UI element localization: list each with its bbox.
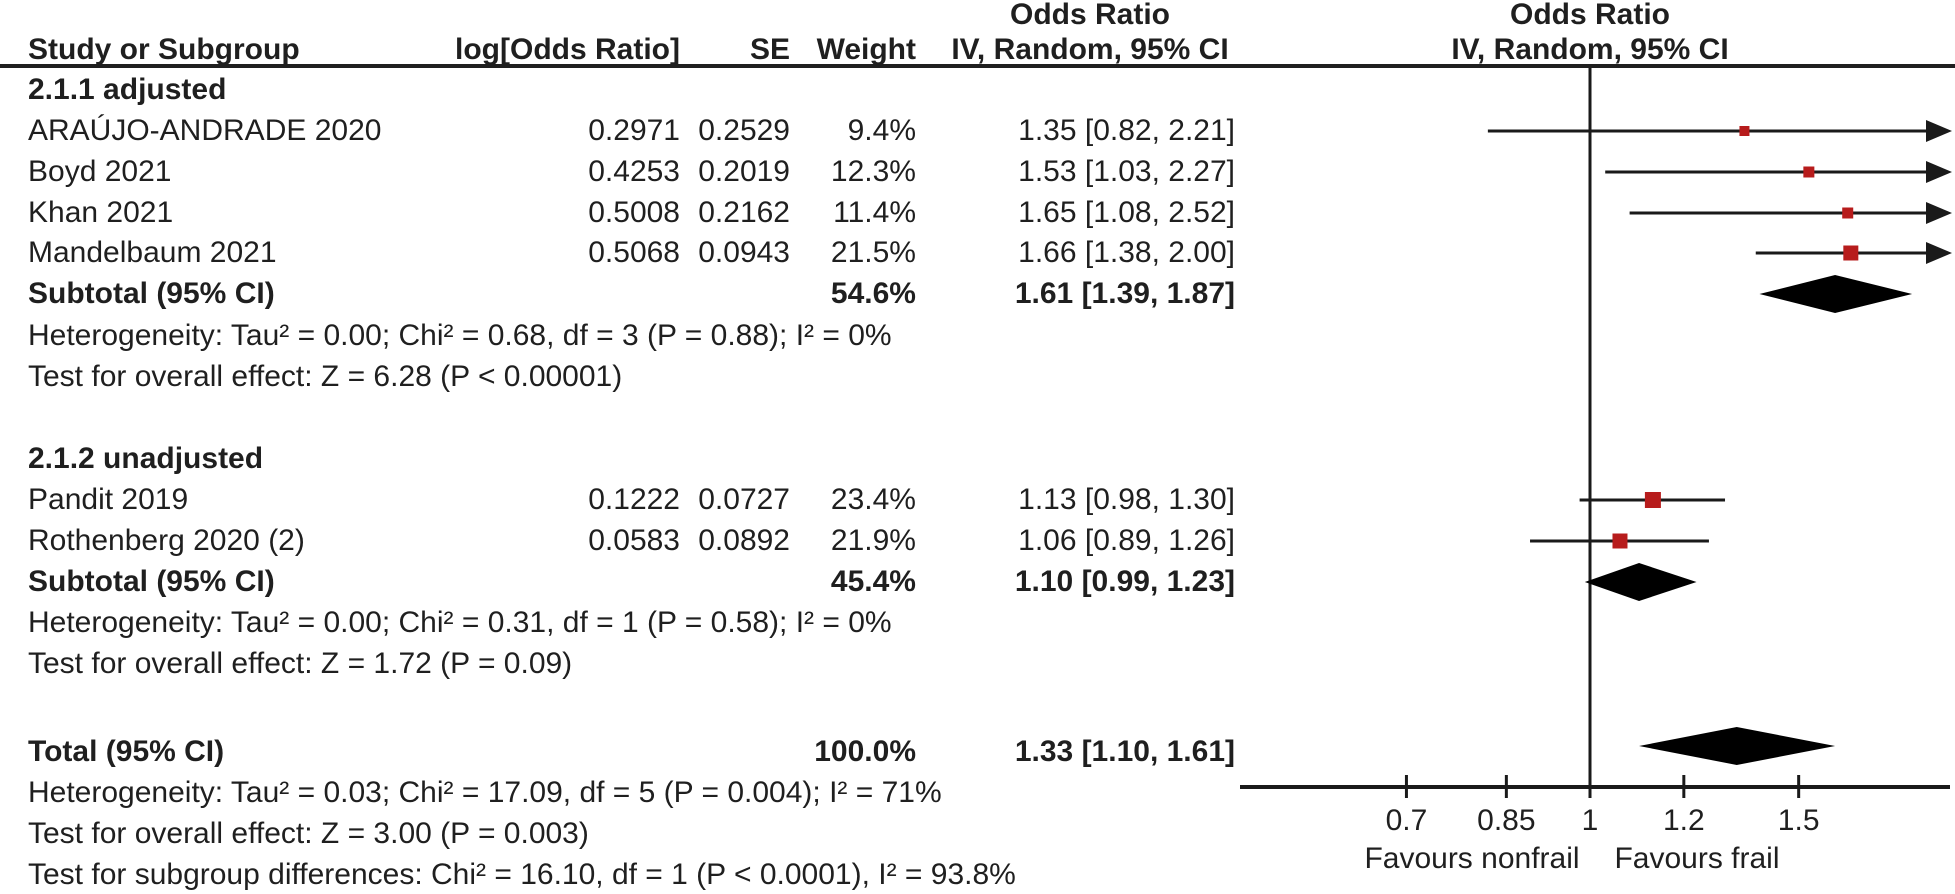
total-row: Total (95% CI) 100.0% 1.33 [1.10, 1.61] [0, 731, 1955, 773]
subtotal-weight: 45.4% [830, 565, 916, 598]
standard-error: 0.0943 [698, 236, 790, 269]
study-row-pandit-2019: Pandit 2019 0.1222 0.0727 23.4% 1.13 [0.… [0, 479, 1955, 521]
favours-left-label: Favours nonfrail [1364, 842, 1579, 875]
total-weight: 100.0% [814, 735, 916, 768]
ci-clipped-arrow [1926, 161, 1952, 183]
ci-clipped-arrow [1926, 120, 1952, 142]
weight-value: 9.4% [847, 114, 916, 147]
point-estimate-square [1612, 533, 1628, 549]
heterogeneity-text: Heterogeneity: Tau² = 0.00; Chi² = 0.31,… [28, 606, 892, 639]
axis-tick-label: 1.5 [1778, 804, 1820, 837]
total-label: Total (95% CI) [28, 735, 225, 768]
subgroup-2-label-row: 2.1.2 unadjusted [0, 438, 1955, 480]
subgroup-2-overall-effect-row: Test for overall effect: Z = 1.72 (P = 0… [0, 643, 1955, 685]
subgroup-1-heterogeneity-row: Heterogeneity: Tau² = 0.00; Chi² = 0.68,… [0, 315, 1955, 357]
standard-error: 0.0892 [698, 524, 790, 557]
study-column-header: Study or Subgroup [28, 33, 300, 66]
or-ci-text: 1.35 [0.82, 2.21] [1018, 114, 1235, 147]
axis-tick-label: 0.85 [1477, 804, 1535, 837]
or-ci-text: 1.06 [0.89, 1.26] [1018, 524, 1235, 557]
subtotal-ci-text: 1.61 [1.39, 1.87] [1014, 277, 1235, 310]
subgroup-2-subtotal-row: Subtotal (95% CI) 45.4% 1.10 [0.99, 1.23… [0, 561, 1955, 603]
study-row-araujo-andrade-2020: ARAÚJO-ANDRADE 2020 0.2971 0.2529 9.4% 1… [0, 110, 1955, 152]
or-ci-text: 1.13 [0.98, 1.30] [1018, 483, 1235, 516]
point-estimate-square [1644, 492, 1661, 508]
point-estimate-square [1842, 207, 1854, 219]
log-odds-ratio: 0.5008 [588, 196, 680, 229]
study-row-rothenberg-2020-2: Rothenberg 2020 (2) 0.0583 0.0892 21.9% … [0, 520, 1955, 562]
ci-column-header-left: IV, Random, 95% CI [951, 33, 1229, 66]
study-name: Pandit 2019 [28, 483, 189, 516]
overall-effect-text: Test for overall effect: Z = 3.00 (P = 0… [28, 817, 589, 850]
heterogeneity-text: Heterogeneity: Tau² = 0.03; Chi² = 17.09… [28, 776, 942, 809]
study-name: ARAÚJO-ANDRADE 2020 [28, 114, 382, 147]
study-row-boyd-2021: Boyd 2021 0.4253 0.2019 12.3% 1.53 [1.03… [0, 151, 1955, 193]
log-odds-ratio: 0.2971 [588, 114, 680, 147]
or-column-header-right: Odds Ratio [1509, 0, 1670, 31]
subgroup-2-heterogeneity-row: Heterogeneity: Tau² = 0.00; Chi² = 0.31,… [0, 602, 1955, 644]
axis-tick-label: 0.7 [1386, 804, 1428, 837]
point-estimate-square [1843, 245, 1859, 261]
ci-clipped-arrow [1926, 202, 1952, 224]
favours-right-label: Favours frail [1614, 842, 1779, 875]
standard-error: 0.2529 [698, 114, 790, 147]
log-odds-ratio: 0.1222 [588, 483, 680, 516]
standard-error: 0.0727 [698, 483, 790, 516]
total-ci-text: 1.33 [1.10, 1.61] [1014, 735, 1235, 768]
total-heterogeneity-row: Heterogeneity: Tau² = 0.03; Chi² = 17.09… [0, 772, 1955, 814]
study-name: Rothenberg 2020 (2) [28, 524, 305, 557]
log-odds-ratio: 0.0583 [588, 524, 680, 557]
or-ci-text: 1.53 [1.03, 2.27] [1018, 155, 1235, 188]
weight-column-header: Weight [816, 33, 916, 66]
point-estimate-square [1803, 166, 1815, 178]
standard-error: 0.2019 [698, 155, 790, 188]
ci-column-header-right: IV, Random, 95% CI [1451, 33, 1729, 66]
standard-error: 0.2162 [698, 196, 790, 229]
ci-clipped-arrow [1926, 242, 1952, 264]
subtotal-weight: 54.6% [830, 277, 916, 310]
header-divider [0, 64, 1955, 68]
or-ci-text: 1.65 [1.08, 2.52] [1018, 196, 1235, 229]
total-overall-effect-row: Test for overall effect: Z = 3.00 (P = 0… [0, 813, 1955, 855]
subgroup-label: 2.1.2 unadjusted [28, 442, 264, 475]
point-estimate-square [1739, 126, 1750, 136]
subgroup-differences-row: Test for subgroup differences: Chi² = 16… [0, 854, 1955, 894]
subgroup-1-label-row: 2.1.1 adjusted [0, 69, 1955, 111]
pooled-diamond [1759, 275, 1913, 313]
subtotal-label: Subtotal (95% CI) [28, 565, 275, 598]
se-column-header: SE [749, 33, 790, 66]
subgroup-1-subtotal-row: Subtotal (95% CI) 54.6% 1.61 [1.39, 1.87… [0, 273, 1955, 315]
study-name: Khan 2021 [28, 196, 174, 229]
heterogeneity-text: Heterogeneity: Tau² = 0.00; Chi² = 0.68,… [28, 319, 892, 352]
weight-value: 21.5% [830, 236, 916, 269]
study-name: Boyd 2021 [28, 155, 172, 188]
pooled-diamond [1639, 727, 1836, 765]
pooled-diamond [1584, 563, 1697, 601]
subgroup-differences-text: Test for subgroup differences: Chi² = 16… [28, 858, 1016, 891]
axis-tick-label: 1 [1582, 804, 1599, 837]
subgroup-1-overall-effect-row: Test for overall effect: Z = 6.28 (P < 0… [0, 356, 1955, 398]
subtotal-ci-text: 1.10 [0.99, 1.23] [1014, 565, 1235, 598]
study-row-mandelbaum-2021: Mandelbaum 2021 0.5068 0.0943 21.5% 1.66… [0, 232, 1955, 274]
subtotal-label: Subtotal (95% CI) [28, 277, 275, 310]
subgroup-label: 2.1.1 adjusted [28, 73, 227, 106]
weight-value: 11.4% [833, 196, 916, 229]
log-odds-ratio: 0.4253 [588, 155, 680, 188]
header-row-1: Odds Ratio Odds Ratio [0, 0, 1955, 36]
or-column-header-left: Odds Ratio [1009, 0, 1170, 31]
log-odds-ratio: 0.5068 [588, 236, 680, 269]
axis-tick-label: 1.2 [1663, 804, 1705, 837]
weight-value: 23.4% [830, 483, 916, 516]
header-row-2: Study or Subgroup log[Odds Ratio] SE Wei… [0, 29, 1955, 71]
weight-value: 12.3% [830, 155, 916, 188]
or-ci-text: 1.66 [1.38, 2.00] [1018, 236, 1235, 269]
study-row-khan-2021: Khan 2021 0.5008 0.2162 11.4% 1.65 [1.08… [0, 192, 1955, 234]
logor-column-header: log[Odds Ratio] [455, 33, 680, 66]
weight-value: 21.9% [830, 524, 916, 557]
overall-effect-text: Test for overall effect: Z = 6.28 (P < 0… [28, 360, 623, 393]
study-name: Mandelbaum 2021 [28, 236, 277, 269]
overall-effect-text: Test for overall effect: Z = 1.72 (P = 0… [28, 647, 573, 680]
